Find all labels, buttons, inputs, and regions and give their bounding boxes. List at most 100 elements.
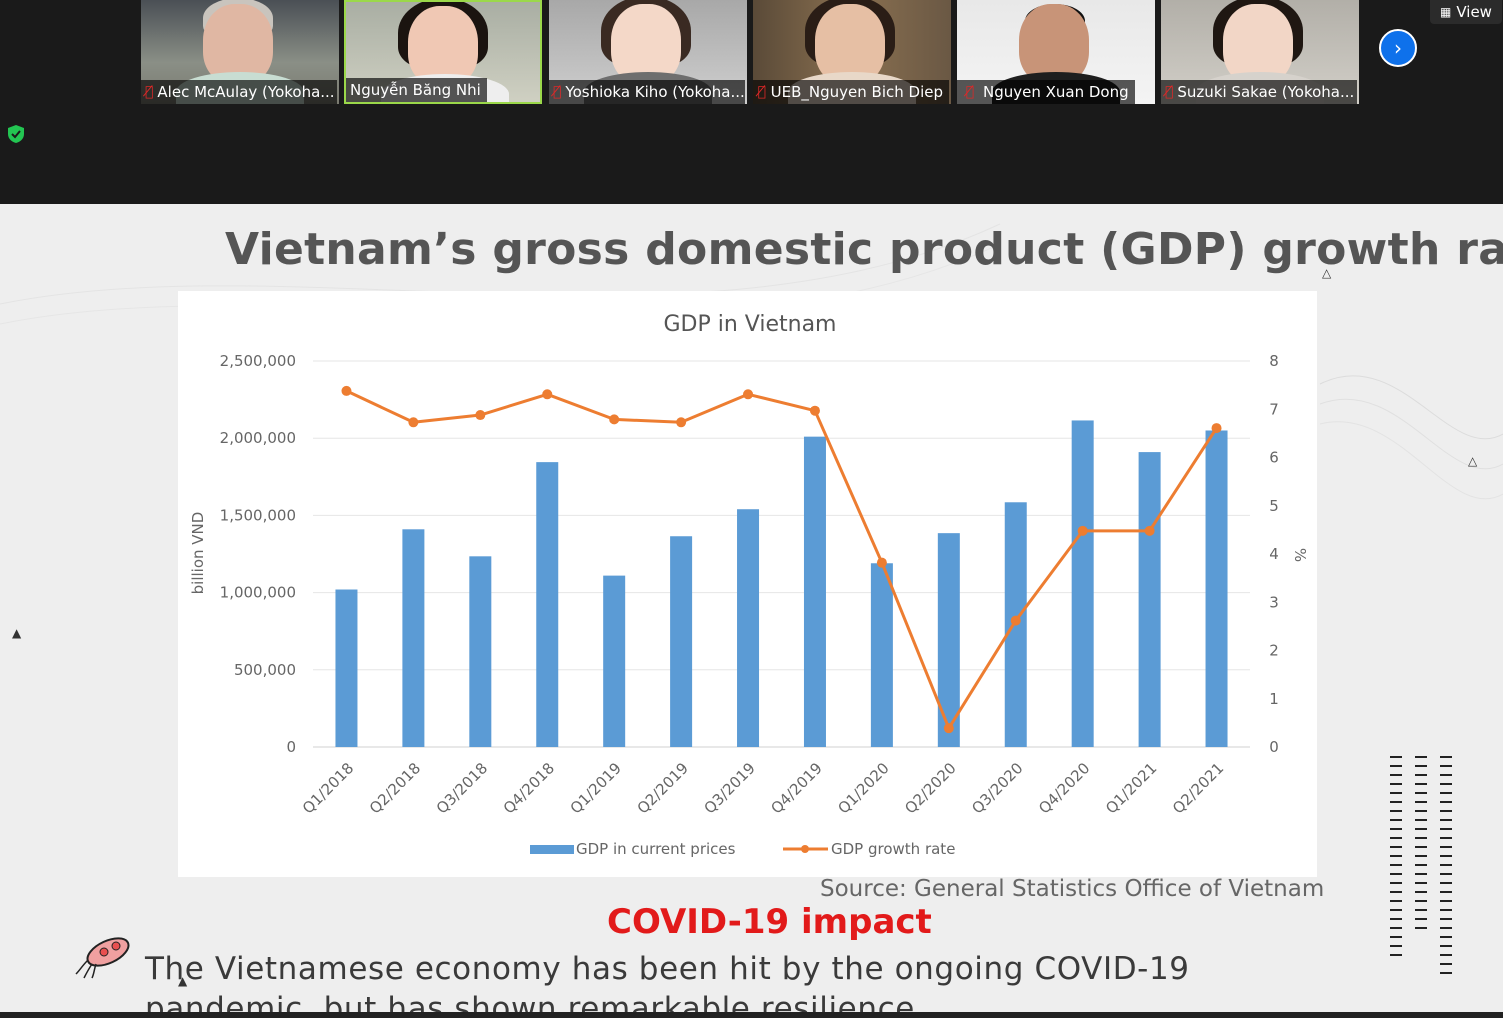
x-tick-label: Q1/2020 xyxy=(834,759,892,817)
video-tile-4[interactable]: 🎙̸ UEB_Nguyen Bich Diep xyxy=(753,0,951,104)
growth-rate-point xyxy=(743,389,754,400)
growth-rate-point xyxy=(542,389,553,400)
muted-mic-icon: 🎙̸ xyxy=(145,84,154,100)
y2-tick-label: 2 xyxy=(1269,642,1279,660)
bar-gdp xyxy=(1205,430,1228,747)
muted-mic-icon: 🎙̸ xyxy=(1165,84,1174,100)
grid-view-icon: ▦ xyxy=(1440,5,1452,19)
y-tick-label: 500,000 xyxy=(234,661,296,679)
growth-rate-point xyxy=(1211,423,1222,434)
slide-title: Vietnam’s gross domestic product (GDP) g… xyxy=(225,224,1503,275)
growth-rate-point xyxy=(676,417,687,428)
growth-rate-point xyxy=(341,385,352,396)
participant-strip: 🎙̸ Alec McAulay (Yokoha... Nguyễn Băng Nh… xyxy=(0,0,1503,204)
participant-name: 🎙̸ Suzuki Sakae (Yokoha... xyxy=(1161,80,1357,104)
gdp-chart-svg: GDP in Vietnam billion VND % 0 500,000 1,0… xyxy=(189,312,1309,858)
legend-swatch-marker xyxy=(801,845,809,853)
x-tick-label: Q3/2020 xyxy=(968,759,1026,817)
legend-swatch-bars xyxy=(530,845,574,854)
security-shield-icon[interactable] xyxy=(6,124,26,144)
x-tick-label: Q2/2019 xyxy=(634,759,692,817)
y-tick-label: 0 xyxy=(286,738,296,756)
growth-rate-point xyxy=(943,723,954,734)
gdp-chart: GDP in Vietnam billion VND % 0 500,000 1,0… xyxy=(178,291,1317,877)
bar-gdp xyxy=(1138,452,1161,747)
muted-mic-icon: 🎙̸ xyxy=(965,84,975,100)
y-tick-label: 1,000,000 xyxy=(220,584,296,602)
y2-tick-label: 1 xyxy=(1269,690,1279,708)
growth-rate-point xyxy=(408,417,419,428)
x-tick-label: Q3/2019 xyxy=(700,759,758,817)
participant-name: 🎙̸ Yoshioka Kiho (Yokoha... xyxy=(549,80,745,104)
decorative-dashes xyxy=(1415,756,1427,936)
shared-slide: Vietnam’s gross domestic product (GDP) g… xyxy=(0,204,1503,1018)
bar-gdp xyxy=(803,436,826,747)
bar-gdp xyxy=(737,509,760,747)
muted-mic-icon: 🎙̸ xyxy=(553,84,562,100)
triangle-marker-icon: ▲ xyxy=(178,974,188,988)
y-tick-label: 2,500,000 xyxy=(220,352,296,370)
growth-rate-point xyxy=(1144,525,1155,536)
x-tick-label: Q2/2018 xyxy=(366,759,424,817)
triangle-marker-icon: △ xyxy=(1322,266,1332,280)
video-tile-6[interactable]: 🎙̸ Suzuki Sakae (Yokoha... xyxy=(1161,0,1359,104)
bar-gdp xyxy=(469,556,492,747)
x-tick-label: Q4/2019 xyxy=(767,759,825,817)
video-tile-3[interactable]: 🎙̸ Yoshioka Kiho (Yokoha... xyxy=(549,0,747,104)
legend-label-bars: GDP in current prices xyxy=(576,840,736,858)
participant-name: Nguyễn Băng Nhi xyxy=(346,78,487,102)
bar-gdp xyxy=(603,575,626,747)
covid-heading: COVID-19 impact xyxy=(607,902,932,942)
bar-gdp xyxy=(870,563,893,747)
y2-tick-label: 6 xyxy=(1269,449,1279,467)
legend-label-line: GDP growth rate xyxy=(831,840,955,858)
growth-rate-point xyxy=(876,557,887,568)
video-tile-1[interactable]: 🎙̸ Alec McAulay (Yokoha... xyxy=(141,0,339,104)
bar-gdp xyxy=(1071,420,1094,747)
view-button[interactable]: ▦ View xyxy=(1430,0,1502,24)
chevron-right-icon: › xyxy=(1394,36,1402,60)
triangle-marker-icon: ▲ xyxy=(12,626,22,640)
video-tile-2[interactable]: Nguyễn Băng Nhi xyxy=(344,0,542,104)
participant-name: 🎙̸ Nguyen Xuan Dong xyxy=(957,80,1135,104)
growth-rate-point xyxy=(609,414,620,425)
bar-gdp xyxy=(335,589,358,747)
x-tick-label: Q2/2021 xyxy=(1169,759,1227,817)
next-page-button[interactable]: › xyxy=(1379,29,1417,67)
muted-mic-icon: 🎙̸ xyxy=(757,84,767,100)
y2-tick-label: 5 xyxy=(1269,497,1279,515)
growth-rate-line xyxy=(345,389,1218,730)
growth-rate-point xyxy=(475,410,486,421)
participant-name: 🎙̸ Alec McAulay (Yokoha... xyxy=(141,80,337,104)
y2-tick-label: 8 xyxy=(1269,352,1279,370)
y-tick-label: 1,500,000 xyxy=(220,506,296,524)
x-tick-label: Q4/2018 xyxy=(500,759,558,817)
growth-rate-point xyxy=(1010,615,1021,626)
growth-rate-point xyxy=(1077,525,1088,536)
x-tick-label: Q2/2020 xyxy=(901,759,959,817)
y-axis-label: billion VND xyxy=(189,512,207,595)
bottom-edge xyxy=(0,1012,1503,1018)
y-tick-label: 2,000,000 xyxy=(220,429,296,447)
virus-icon xyxy=(75,937,130,979)
bar-gdp xyxy=(536,462,559,747)
y2-tick-label: 3 xyxy=(1269,593,1279,611)
decorative-dashes xyxy=(1390,756,1402,963)
y2-axis-label: % xyxy=(1291,548,1309,562)
bar-gdp xyxy=(670,536,693,747)
y2-tick-label: 0 xyxy=(1269,738,1279,756)
video-tile-5[interactable]: 🎙̸ Nguyen Xuan Dong xyxy=(957,0,1155,104)
y2-tick-label: 4 xyxy=(1269,545,1279,563)
x-tick-label: Q1/2021 xyxy=(1102,759,1160,817)
growth-rate-point xyxy=(809,405,820,416)
participant-name: 🎙̸ UEB_Nguyen Bich Diep xyxy=(753,80,949,104)
x-tick-label: Q1/2019 xyxy=(567,759,625,817)
triangle-marker-icon: △ xyxy=(1468,454,1478,468)
bullet-text: The Vietnamese economy has been hit by t… xyxy=(145,951,1190,1018)
x-tick-label: Q3/2018 xyxy=(433,759,491,817)
x-tick-label: Q1/2018 xyxy=(299,759,357,817)
bar-gdp xyxy=(402,529,425,747)
x-tick-label: Q4/2020 xyxy=(1035,759,1093,817)
y2-tick-label: 7 xyxy=(1269,400,1279,418)
bar-gdp xyxy=(937,533,960,747)
